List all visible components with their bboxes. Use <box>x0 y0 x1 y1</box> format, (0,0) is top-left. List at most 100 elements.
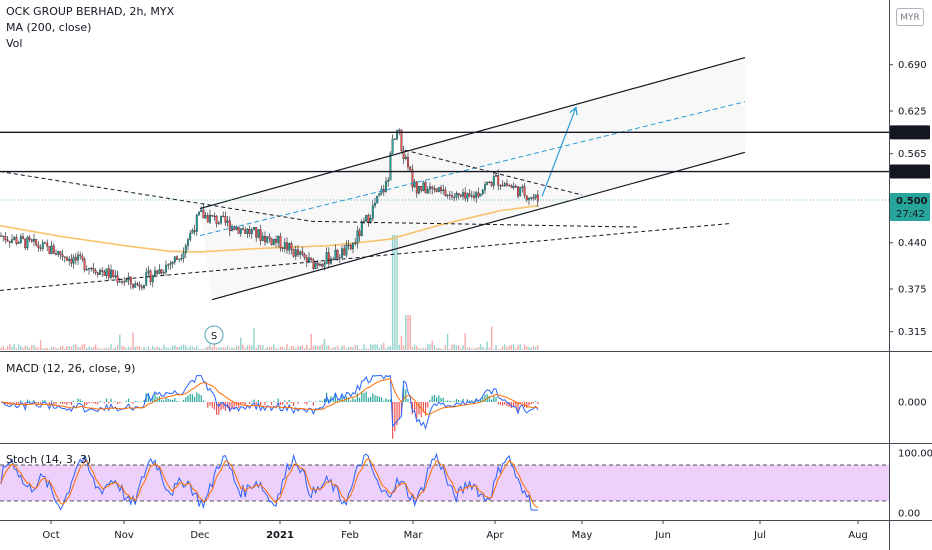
candle-body <box>7 240 9 241</box>
macd-histogram-bar <box>137 401 138 402</box>
x-tick-label: Mar <box>404 530 424 541</box>
volume-bar <box>355 345 356 350</box>
macd-histogram-bar <box>282 402 283 405</box>
level-595-tag: 0.595 <box>896 128 928 139</box>
candle-body <box>431 187 433 189</box>
stoch-legend: Stoch (14, 3, 3) <box>6 452 91 468</box>
candle-body <box>442 190 444 191</box>
x-tick-label: Aug <box>848 530 868 541</box>
candle-body <box>530 198 532 199</box>
x-tick-label: Nov <box>114 530 134 541</box>
volume-bar <box>388 347 389 350</box>
macd-histogram-bar <box>293 402 294 406</box>
volume-bar <box>251 345 252 350</box>
candle-body <box>159 270 161 274</box>
volume-bar <box>500 349 501 350</box>
volume-bar <box>275 348 276 350</box>
volume-bar <box>295 348 296 350</box>
volume-bar <box>526 346 527 350</box>
volume-bar <box>170 348 171 350</box>
macd-histogram-bar <box>119 402 120 403</box>
volume-bar <box>132 333 133 350</box>
volume-bar <box>154 348 155 350</box>
volume-bar <box>429 344 430 350</box>
candle-body <box>277 236 279 243</box>
macd-histogram-bar <box>29 401 30 402</box>
macd-histogram-bar <box>38 402 39 404</box>
candle-body <box>310 258 312 260</box>
candle-body <box>16 237 18 243</box>
volume-bar <box>176 347 177 350</box>
volume-bar <box>99 349 100 350</box>
candle-body <box>170 264 172 265</box>
macd-histogram-bar <box>95 402 96 404</box>
candle-body <box>79 255 81 256</box>
volume-bar <box>22 348 23 350</box>
macd-histogram-bar <box>240 402 241 404</box>
volume-bar <box>51 347 52 350</box>
volume-bar <box>504 344 505 350</box>
candle-body <box>324 264 326 267</box>
candle-body <box>482 190 484 194</box>
candle-body <box>533 198 535 199</box>
candle-body <box>143 285 145 288</box>
countdown-label: 27:42 <box>896 209 925 220</box>
volume-bar <box>14 344 15 350</box>
macd-histogram-bar <box>493 396 494 402</box>
candle-body <box>491 182 493 185</box>
macd-histogram-bar <box>203 400 204 402</box>
currency-button[interactable]: MYR <box>896 8 924 26</box>
volume-bar <box>368 349 369 350</box>
volume-bar <box>269 347 270 350</box>
volume-bar <box>493 349 494 350</box>
volume-bar <box>93 347 94 350</box>
x-tick-label: Apr <box>486 530 504 541</box>
volume-bar <box>247 345 248 350</box>
candle-body <box>429 187 431 189</box>
macd-histogram-bar <box>361 392 362 402</box>
macd-zero-label: 0.000 <box>898 398 927 409</box>
candle-body <box>0 236 2 237</box>
candle-body <box>183 253 185 258</box>
candle-body <box>104 272 106 276</box>
candle-body <box>20 236 22 242</box>
dividend-marker[interactable]: S <box>205 326 223 344</box>
candle-body <box>203 210 205 218</box>
stoch-tick-label: 0.00 <box>898 509 920 520</box>
candle-body <box>49 246 51 253</box>
volume-bar <box>179 347 180 350</box>
stoch-tick-label: 100.00 <box>898 449 932 460</box>
volume-bar <box>344 345 345 350</box>
macd-histogram-bar <box>286 402 287 404</box>
volume-bar <box>487 342 488 350</box>
volume-bar <box>462 345 463 350</box>
macd-histogram-bar <box>66 402 67 405</box>
candle-body <box>282 248 284 249</box>
candle-body <box>515 186 517 187</box>
volume-bar <box>533 346 534 350</box>
volume-bar <box>249 345 250 350</box>
candle-body <box>354 243 356 244</box>
candle-body <box>258 230 260 238</box>
candle-body <box>53 246 55 254</box>
candle-body <box>154 271 156 276</box>
volume-bar <box>284 349 285 350</box>
volume-bar <box>317 346 318 350</box>
volume-bar <box>225 348 226 350</box>
candle-body <box>425 182 427 193</box>
volume-bar <box>20 346 21 350</box>
candle-body <box>174 257 176 262</box>
macd-histogram-bar <box>414 402 415 412</box>
volume-bar <box>377 344 378 350</box>
macd-histogram-bar <box>407 399 408 402</box>
macd-histogram-bar <box>251 401 252 402</box>
candle-body <box>71 259 73 263</box>
volume-bar <box>234 348 235 350</box>
candle-body <box>489 182 491 183</box>
macd-histogram-bar <box>502 402 503 406</box>
candle-body <box>253 227 255 230</box>
volume-bar <box>139 347 140 350</box>
volume-bar <box>5 349 6 350</box>
volume-bar <box>126 348 127 350</box>
